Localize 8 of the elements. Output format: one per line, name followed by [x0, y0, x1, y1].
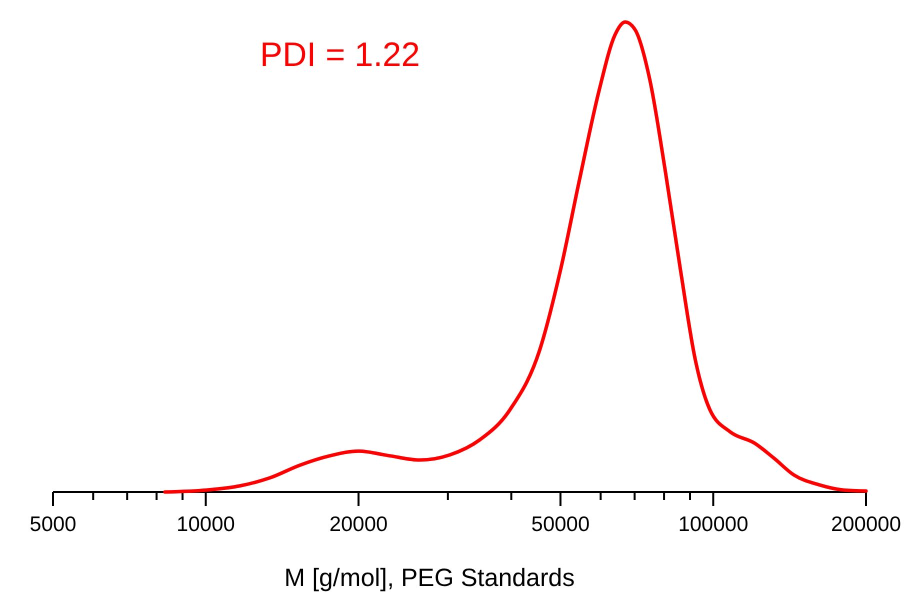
- x-axis-title: M [g/mol], PEG Standards: [284, 564, 575, 592]
- annotation: PDI = 1.22: [260, 36, 422, 74]
- x-tick-label: 100000: [678, 513, 748, 536]
- x-tick-label: 10000: [176, 513, 235, 536]
- x-tick-label: 5000: [30, 513, 76, 536]
- x-tick-label: 200000: [830, 513, 902, 536]
- x-tick-label: 20000: [329, 513, 388, 536]
- x-tick-label: 50000: [531, 513, 590, 536]
